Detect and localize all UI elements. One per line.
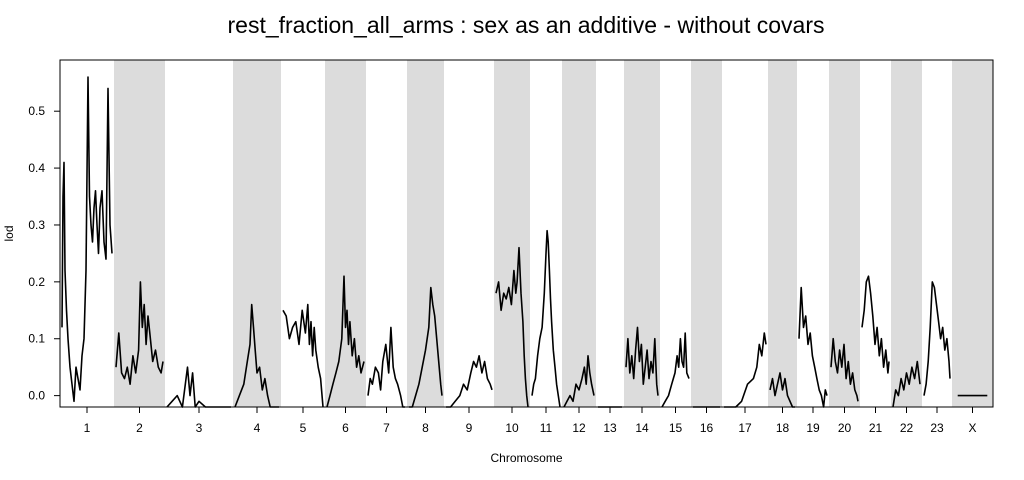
x-tick-label: 23 bbox=[930, 421, 944, 435]
x-tick-label: 4 bbox=[254, 421, 261, 435]
chromosome-band-18 bbox=[768, 60, 797, 407]
x-tick-label: 2 bbox=[136, 421, 143, 435]
y-tick-label: 0.4 bbox=[28, 161, 45, 175]
lod-line-chr-12 bbox=[563, 354, 595, 408]
x-tick-label: 14 bbox=[635, 421, 649, 435]
x-tick-label: 6 bbox=[342, 421, 349, 435]
x-tick-label: 8 bbox=[422, 421, 429, 435]
lod-line-chr-22 bbox=[892, 360, 921, 408]
x-tick-label: 3 bbox=[196, 421, 203, 435]
chart-title: rest_fraction_all_arms : sex as an addit… bbox=[227, 12, 825, 38]
x-tick-label: 10 bbox=[505, 421, 519, 435]
chromosome-band-4 bbox=[233, 60, 281, 407]
chromosome-band-22 bbox=[891, 60, 922, 407]
x-tick-label: 19 bbox=[806, 421, 820, 435]
lod-line-chr-10 bbox=[495, 246, 529, 408]
x-tick-label: 5 bbox=[300, 421, 307, 435]
y-tick-label: 0.2 bbox=[28, 275, 45, 289]
lod-line-chr-1 bbox=[61, 76, 113, 403]
lod-line-chr-18 bbox=[769, 372, 795, 408]
lod-line-chr-7 bbox=[367, 326, 405, 408]
x-tick-label: 12 bbox=[572, 421, 586, 435]
plot-frame bbox=[59, 59, 994, 408]
x-tick-label: X bbox=[968, 421, 976, 435]
x-axis-title: Chromosome bbox=[490, 451, 562, 465]
lod-line-chr-15 bbox=[661, 332, 690, 408]
lod-series bbox=[61, 76, 988, 408]
y-tick-label: 0.5 bbox=[28, 104, 45, 118]
lod-line-chr-20 bbox=[830, 337, 859, 402]
chromosome-band-12 bbox=[562, 60, 596, 407]
lod-line-chr-23 bbox=[923, 281, 951, 396]
chromosome-band-16 bbox=[691, 60, 722, 407]
chromosome-band-2 bbox=[114, 60, 165, 407]
lod-line-chr-5 bbox=[282, 303, 324, 408]
x-tick-label: 18 bbox=[776, 421, 790, 435]
y-tick-label: 0.3 bbox=[28, 218, 45, 232]
y-tick-label: 0.1 bbox=[28, 332, 45, 346]
x-tick-label: 15 bbox=[669, 421, 683, 435]
x-tick-label: 16 bbox=[700, 421, 714, 435]
y-axis-title: lod bbox=[2, 225, 16, 241]
chromosome-band-6 bbox=[325, 60, 366, 407]
x-tick-label: 21 bbox=[869, 421, 883, 435]
x-tick-label: 11 bbox=[540, 421, 553, 435]
lod-line-chr-9 bbox=[446, 354, 493, 408]
lod-line-chr-6 bbox=[326, 275, 365, 408]
lod-line-chr-8 bbox=[409, 286, 443, 408]
x-tick-label: 13 bbox=[603, 421, 617, 435]
chromosome-band-x bbox=[952, 60, 993, 407]
x-axis: 1 2 3 4 5 6 7 8 9 10 11 12 13 14 15 16 17 18 19 20 21 22 23 X bbox=[84, 407, 977, 435]
lod-line-chr-21 bbox=[861, 275, 890, 374]
lod-line-chr-4 bbox=[234, 303, 279, 408]
lod-line-chr-2 bbox=[115, 281, 164, 386]
x-tick-label: 7 bbox=[383, 421, 390, 435]
lod-line-chr-17 bbox=[724, 332, 767, 408]
y-axis: 0.0 0.1 0.2 0.3 0.4 0.5 bbox=[28, 104, 60, 403]
lod-line-chr-11 bbox=[531, 229, 561, 408]
y-tick-label: 0.0 bbox=[28, 389, 45, 403]
x-tick-label: 22 bbox=[900, 421, 914, 435]
x-tick-label: 9 bbox=[466, 421, 473, 435]
lod-line-chr-3 bbox=[166, 366, 231, 408]
x-tick-label: 20 bbox=[838, 421, 852, 435]
lod-line-chr-19 bbox=[798, 286, 828, 408]
lod-line-chr-14 bbox=[625, 326, 659, 396]
x-tick-label: 17 bbox=[738, 421, 752, 435]
x-tick-label: 1 bbox=[84, 421, 91, 435]
